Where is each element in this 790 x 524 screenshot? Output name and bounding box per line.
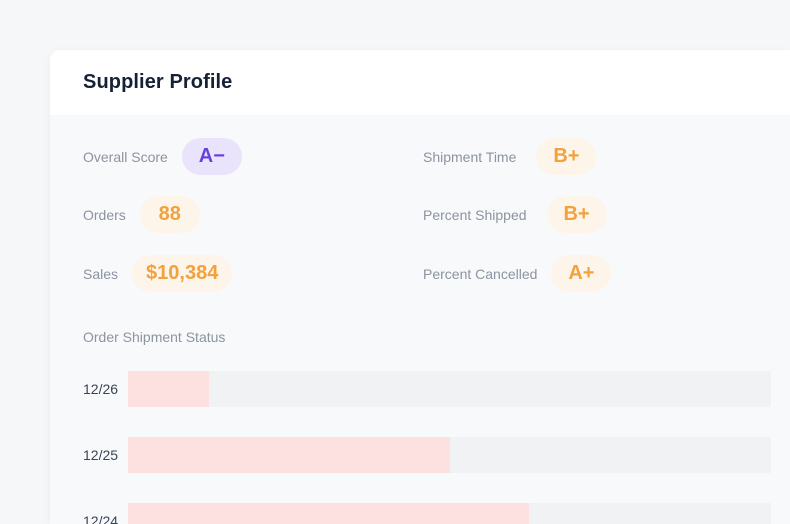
orders-label: Orders: [83, 206, 126, 223]
shipment-row: 12/26: [83, 371, 771, 407]
shipment-time-label: Shipment Time: [423, 148, 517, 165]
overall-score-badge: A−: [181, 138, 242, 175]
metric-percent-cancelled: Percent Cancelled A+: [423, 255, 612, 292]
orders-badge: 88: [139, 196, 200, 233]
card-header: Supplier Profile: [50, 50, 790, 115]
shipment-bar-fill: [128, 503, 530, 524]
percent-cancelled-badge: A+: [551, 255, 612, 292]
percent-shipped-label: Percent Shipped: [423, 206, 527, 223]
sales-label: Sales: [83, 265, 119, 282]
metric-percent-shipped: Percent Shipped B+: [423, 196, 607, 233]
metric-overall-score: Overall Score A−: [83, 138, 242, 175]
page-title: Supplier Profile: [83, 71, 233, 93]
metric-orders: Orders 88: [83, 196, 200, 233]
shipment-row-date: 12/25: [83, 447, 119, 463]
shipment-time-badge: B+: [536, 138, 597, 175]
overall-score-label: Overall Score: [83, 148, 168, 165]
sales-badge: $10,384: [132, 255, 233, 292]
shipment-row-date: 12/26: [83, 381, 119, 397]
metric-sales: Sales $10,384: [83, 255, 233, 292]
supplier-profile-card: Supplier Profile Overall Score A− Orders…: [50, 50, 790, 524]
shipment-bar-track: [128, 437, 771, 473]
shipment-row-date: 12/24: [83, 513, 119, 524]
shipment-row: 12/24: [83, 503, 771, 524]
shipment-bar-fill: [128, 437, 450, 473]
shipment-bar-fill: [128, 371, 210, 407]
metric-shipment-time: Shipment Time B+: [423, 138, 597, 175]
percent-cancelled-label: Percent Cancelled: [423, 265, 538, 282]
shipment-bar-track: [128, 371, 771, 407]
shipment-bar-track: [128, 503, 771, 524]
percent-shipped-badge: B+: [546, 196, 607, 233]
shipment-status-heading: Order Shipment Status: [83, 329, 226, 345]
shipment-row: 12/25: [83, 437, 771, 473]
